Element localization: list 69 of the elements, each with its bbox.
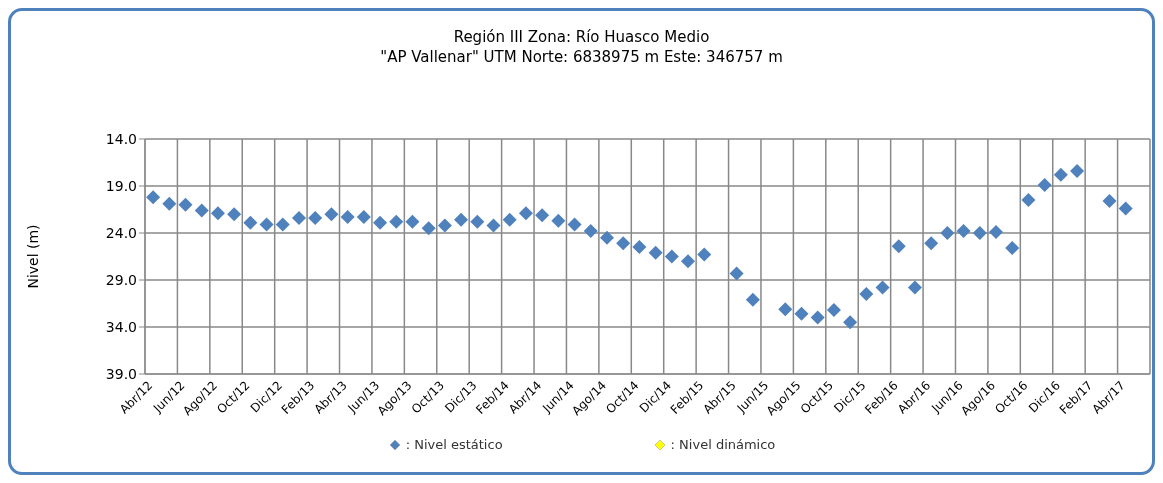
point [697, 247, 712, 262]
point [924, 236, 939, 251]
point [502, 212, 517, 227]
point [518, 206, 533, 221]
point [972, 226, 987, 240]
point [664, 249, 679, 264]
point [907, 280, 922, 295]
point [940, 226, 955, 240]
point [454, 212, 469, 227]
point [551, 213, 566, 228]
legend-label: : Nivel estático [404, 437, 503, 452]
point [275, 217, 290, 232]
point [291, 210, 306, 225]
point [1102, 194, 1117, 209]
point [259, 217, 274, 232]
point [146, 190, 161, 205]
point [437, 218, 452, 233]
point [956, 224, 971, 239]
chart-title: Región III Zona: Río Huasco Medio [452, 27, 711, 47]
point [470, 214, 485, 229]
point [324, 207, 339, 222]
y-tick-label: 29.0 [105, 271, 137, 288]
y-tick-label: 24.0 [105, 224, 137, 241]
point [162, 196, 177, 211]
y-tick-label: 39.0 [105, 365, 137, 382]
point [1118, 201, 1133, 216]
point [356, 210, 371, 225]
point [843, 315, 858, 330]
point [308, 210, 323, 225]
point [583, 224, 598, 239]
point [194, 203, 209, 218]
point [778, 302, 793, 317]
point [373, 215, 388, 230]
point [599, 230, 614, 245]
point [681, 254, 696, 269]
point [1037, 178, 1052, 193]
point [632, 240, 647, 255]
point [210, 206, 225, 221]
point [891, 239, 906, 254]
point [421, 221, 436, 236]
point [535, 208, 550, 223]
point [729, 266, 744, 281]
point [875, 280, 890, 295]
y-tick-label: 14.0 [105, 130, 137, 147]
point [1021, 193, 1036, 208]
point [794, 306, 809, 321]
point [389, 214, 404, 229]
point [486, 218, 501, 233]
chart-subtitle: "AP Vallenar" UTM Norte: 6838975 m Este: 346757 m [379, 47, 784, 67]
point [405, 214, 420, 229]
point [616, 236, 631, 251]
point [810, 310, 825, 325]
point [1005, 241, 1020, 256]
point [243, 215, 258, 230]
point [227, 207, 242, 222]
point [1053, 167, 1068, 182]
point [989, 225, 1004, 240]
point [178, 197, 193, 212]
point [340, 210, 355, 225]
point [648, 245, 663, 260]
point [1070, 163, 1085, 178]
point [745, 292, 760, 307]
y-tick-label: 34.0 [105, 318, 137, 335]
point [826, 303, 841, 318]
point [567, 217, 582, 232]
y-axis-title: Nivel (m) [24, 224, 41, 289]
y-tick-label: 19.0 [105, 177, 137, 194]
legend-label: : Nivel dinámico [669, 437, 776, 452]
point [859, 287, 874, 302]
